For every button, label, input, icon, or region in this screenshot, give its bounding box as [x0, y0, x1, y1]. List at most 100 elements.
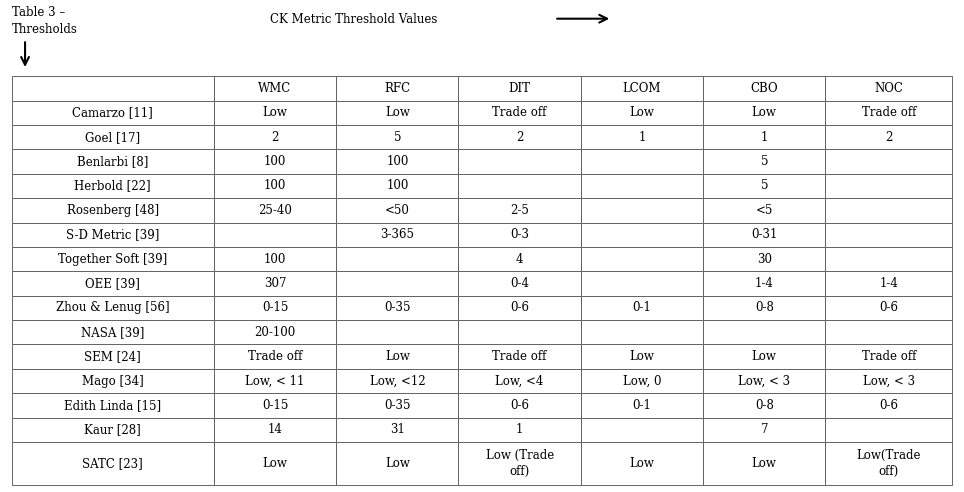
Bar: [214, 393, 336, 418]
Bar: [825, 271, 952, 296]
Bar: [12, 320, 214, 344]
Bar: [703, 344, 825, 369]
Text: LCOM: LCOM: [623, 82, 661, 95]
Bar: [459, 271, 580, 296]
Bar: [580, 369, 703, 393]
Text: 7: 7: [761, 423, 768, 436]
Bar: [703, 393, 825, 418]
Text: Goel [17]: Goel [17]: [85, 131, 141, 144]
Text: Low, < 3: Low, < 3: [738, 374, 790, 388]
Bar: [214, 442, 336, 485]
Bar: [336, 76, 459, 101]
Text: Thresholds: Thresholds: [12, 23, 77, 36]
Text: RFC: RFC: [385, 82, 411, 95]
Bar: [12, 393, 214, 418]
Text: 25-40: 25-40: [258, 204, 292, 217]
Text: Table 3 –: Table 3 –: [12, 6, 65, 19]
Bar: [459, 393, 580, 418]
Text: Low: Low: [629, 106, 655, 120]
Bar: [336, 150, 459, 174]
Text: <5: <5: [756, 204, 773, 217]
Bar: [580, 442, 703, 485]
Bar: [825, 125, 952, 150]
Bar: [459, 296, 580, 320]
Bar: [580, 418, 703, 442]
Bar: [214, 247, 336, 271]
Text: 0-15: 0-15: [262, 302, 288, 314]
Bar: [825, 76, 952, 101]
Bar: [459, 222, 580, 247]
Text: 30: 30: [757, 252, 772, 266]
Text: Low: Low: [752, 350, 777, 363]
Text: 5: 5: [761, 155, 768, 168]
Bar: [214, 101, 336, 125]
Text: 1: 1: [516, 423, 523, 436]
Bar: [825, 393, 952, 418]
Bar: [703, 174, 825, 198]
Text: S-D Metric [39]: S-D Metric [39]: [66, 228, 159, 241]
Bar: [12, 101, 214, 125]
Text: Low: Low: [752, 106, 777, 120]
Bar: [825, 101, 952, 125]
Text: CK Metric Threshold Values: CK Metric Threshold Values: [270, 13, 438, 26]
Text: 2: 2: [885, 131, 893, 144]
Bar: [336, 101, 459, 125]
Bar: [12, 247, 214, 271]
Text: 100: 100: [387, 155, 409, 168]
Text: SEM [24]: SEM [24]: [84, 350, 141, 363]
Bar: [580, 198, 703, 222]
Text: 0-15: 0-15: [262, 399, 288, 412]
Bar: [459, 125, 580, 150]
Text: 31: 31: [389, 423, 405, 436]
Bar: [12, 344, 214, 369]
Text: 0-31: 0-31: [751, 228, 777, 241]
Bar: [459, 369, 580, 393]
Text: Low: Low: [629, 457, 655, 470]
Bar: [703, 442, 825, 485]
Text: Low: Low: [629, 350, 655, 363]
Bar: [214, 344, 336, 369]
Text: 0-6: 0-6: [879, 302, 898, 314]
Text: Low (Trade
off): Low (Trade off): [486, 449, 553, 478]
Bar: [703, 101, 825, 125]
Bar: [825, 150, 952, 174]
Text: NASA [39]: NASA [39]: [81, 326, 145, 339]
Text: 1: 1: [638, 131, 646, 144]
Bar: [580, 222, 703, 247]
Text: 0-35: 0-35: [384, 302, 411, 314]
Bar: [580, 76, 703, 101]
Bar: [825, 247, 952, 271]
Text: 5: 5: [761, 180, 768, 192]
Bar: [214, 271, 336, 296]
Text: Low: Low: [262, 457, 287, 470]
Bar: [459, 101, 580, 125]
Text: Low, < 11: Low, < 11: [245, 374, 305, 388]
Text: 0-1: 0-1: [632, 302, 652, 314]
Bar: [703, 222, 825, 247]
Text: Low, < 3: Low, < 3: [863, 374, 915, 388]
Text: Trade off: Trade off: [493, 350, 547, 363]
Bar: [12, 418, 214, 442]
Bar: [12, 296, 214, 320]
Bar: [459, 418, 580, 442]
Text: Herbold [22]: Herbold [22]: [74, 180, 151, 192]
Bar: [825, 320, 952, 344]
Bar: [12, 174, 214, 198]
Text: 14: 14: [268, 423, 282, 436]
Bar: [336, 247, 459, 271]
Bar: [703, 125, 825, 150]
Text: Mago [34]: Mago [34]: [82, 374, 144, 388]
Bar: [580, 125, 703, 150]
Bar: [214, 222, 336, 247]
Bar: [580, 174, 703, 198]
Bar: [12, 150, 214, 174]
Text: 0-4: 0-4: [510, 277, 529, 290]
Text: OEE [39]: OEE [39]: [85, 277, 140, 290]
Text: 0-6: 0-6: [510, 302, 529, 314]
Text: 3-365: 3-365: [381, 228, 415, 241]
Text: Low, <12: Low, <12: [369, 374, 425, 388]
Text: 0-35: 0-35: [384, 399, 411, 412]
Bar: [580, 344, 703, 369]
Text: 4: 4: [516, 252, 523, 266]
Bar: [336, 296, 459, 320]
